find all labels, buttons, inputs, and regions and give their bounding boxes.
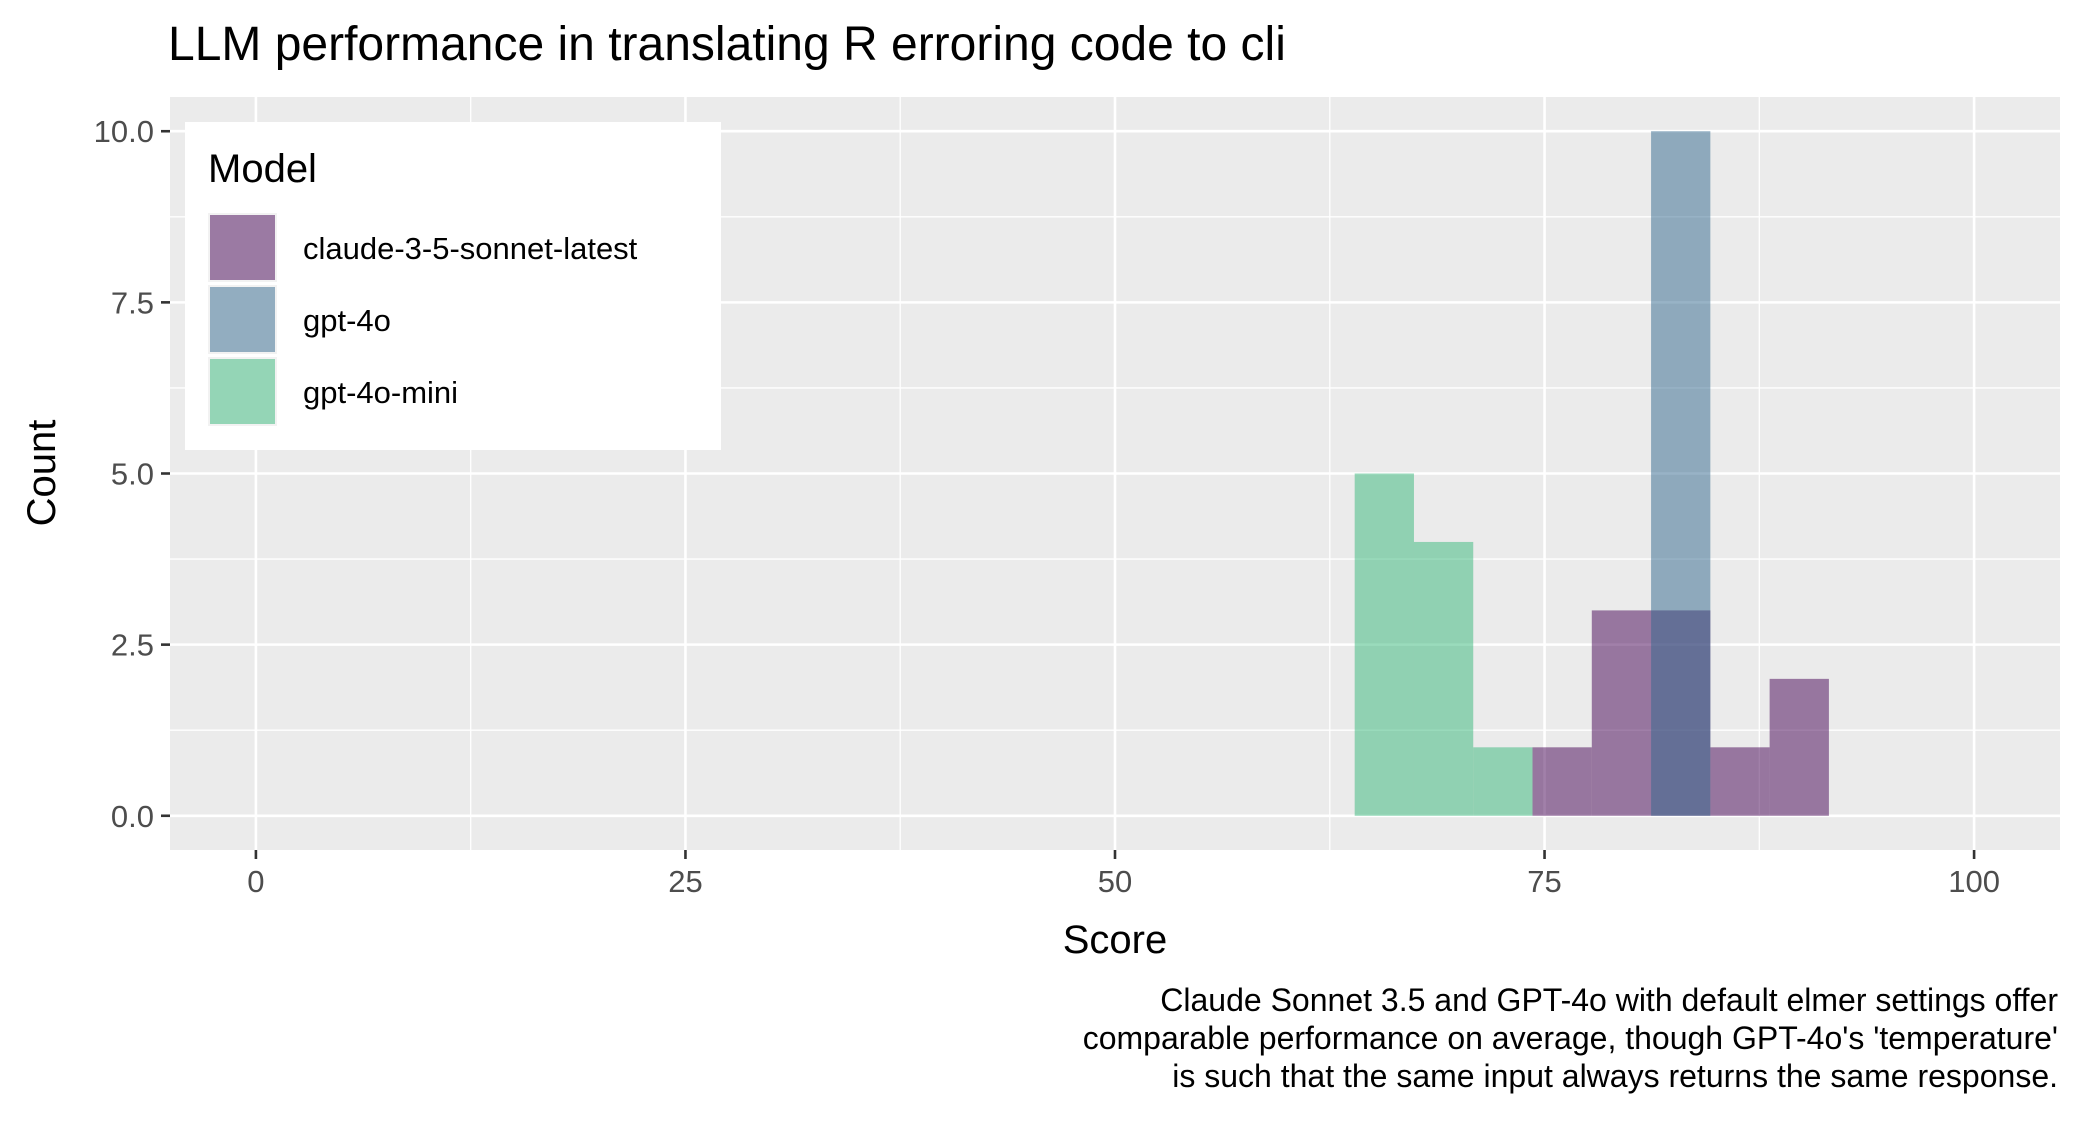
- x-tick-label: 75: [1527, 864, 1561, 899]
- y-tick-label: 0.0: [111, 799, 154, 834]
- histogram-bars: [1354, 131, 1829, 816]
- histogram-bar: [1413, 541, 1474, 816]
- histogram-bar: [1769, 678, 1829, 816]
- x-axis-label: Score: [1063, 918, 1168, 962]
- caption-line: is such that the same input always retur…: [1172, 1058, 2058, 1094]
- legend-swatch: [210, 215, 275, 280]
- caption-line: Claude Sonnet 3.5 and GPT-4o with defaul…: [1160, 982, 2058, 1018]
- y-axis: 0.0 2.5 5.0 7.5 10.0: [94, 114, 170, 834]
- y-axis-label: Count: [20, 420, 64, 527]
- histogram-bar: [1473, 747, 1533, 816]
- histogram-bar: [1591, 610, 1652, 816]
- x-tick-label: 50: [1098, 864, 1132, 899]
- legend-swatch: [210, 287, 275, 352]
- histogram-bar: [1532, 747, 1592, 816]
- x-tick-label: 0: [247, 864, 264, 899]
- x-tick-label: 100: [1948, 864, 2000, 899]
- legend-label: gpt-4o: [303, 303, 391, 338]
- chart-title: LLM performance in translating R errorin…: [168, 18, 1286, 71]
- y-tick-label: 10.0: [94, 114, 154, 149]
- legend-swatch: [210, 359, 275, 424]
- legend: Model claude-3-5-sonnet-latest gpt-4o gpt-…: [185, 122, 721, 450]
- histogram-bar: [1710, 747, 1770, 816]
- legend-label: gpt-4o-mini: [303, 375, 458, 410]
- y-tick-label: 7.5: [111, 285, 154, 320]
- y-tick-label: 2.5: [111, 628, 154, 663]
- legend-label: claude-3-5-sonnet-latest: [303, 231, 638, 266]
- chart-caption: Claude Sonnet 3.5 and GPT-4o with defaul…: [1083, 982, 2059, 1094]
- caption-line: comparable performance on average, thoug…: [1083, 1020, 2058, 1056]
- y-tick-label: 5.0: [111, 457, 154, 492]
- legend-items: claude-3-5-sonnet-latest gpt-4o gpt-4o-min…: [208, 213, 638, 426]
- x-tick-label: 25: [668, 864, 702, 899]
- legend-title: Model: [208, 147, 317, 191]
- histogram-bar: [1354, 473, 1414, 816]
- x-axis: 0 25 50 75 100: [247, 850, 2000, 899]
- histogram-bar: [1651, 131, 1711, 816]
